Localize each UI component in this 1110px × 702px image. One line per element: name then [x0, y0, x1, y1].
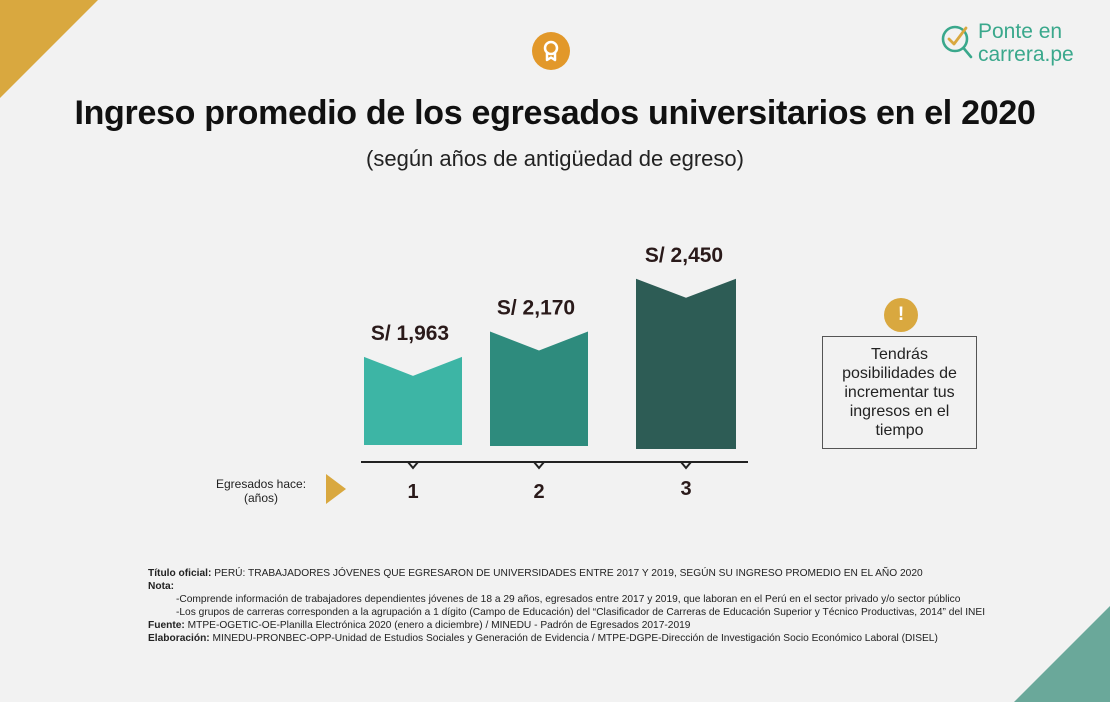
bar-2: [490, 331, 588, 446]
note-item: -Los grupos de carreras corresponden a l…: [176, 607, 986, 618]
corner-decoration-top-left: [0, 0, 98, 98]
exclamation-icon: !: [884, 298, 918, 332]
x-axis-label: Egresados hace: (años): [200, 477, 322, 505]
note-official-title: Título oficial: PERÚ: TRABAJADORES JÓVEN…: [148, 568, 923, 579]
x-axis-label-line1: Egresados hace:: [215, 477, 307, 491]
bar-value-label: S/ 2,170: [497, 297, 575, 320]
check-magnifier-icon: [941, 25, 973, 59]
x-tick-mark: [533, 461, 545, 470]
bar-chart: S/ 1,963 1 S/ 2,170 2 S/ 2,450 3: [361, 244, 748, 503]
x-tick-mark: [407, 461, 419, 470]
note-label: Nota:: [148, 581, 175, 592]
award-badge-icon: [532, 32, 570, 70]
x-tick-label: 3: [680, 478, 691, 500]
corner-decoration-bottom-right: [1014, 606, 1110, 702]
bar-1: [364, 356, 462, 445]
x-tick-label: 1: [407, 481, 418, 503]
note-source: Fuente: MTPE-OGETIC-OE-Planilla Electrón…: [148, 620, 691, 631]
logo-text-line1: Ponte en: [978, 20, 1063, 43]
x-axis-label-line2: (años): [243, 491, 278, 505]
bar-value-label: S/ 2,450: [645, 244, 723, 267]
note-elaboration: Elaboración: MINEDU-PRONBEC-OPP-Unidad d…: [148, 633, 938, 644]
footnotes: Título oficial: PERÚ: TRABAJADORES JÓVEN…: [148, 567, 1088, 645]
bar-3: [636, 278, 736, 449]
logo-text-line2: carrera.pe: [978, 43, 1074, 66]
x-tick-mark: [680, 461, 692, 470]
callout-text: Tendrás posibilidades de incrementar tus…: [842, 346, 957, 439]
callout-box: Tendrás posibilidades de incrementar tus…: [822, 336, 977, 449]
x-tick-label: 2: [533, 481, 544, 503]
play-arrow-icon: [326, 474, 346, 504]
chart-subtitle: (según años de antigüedad de egreso): [366, 146, 744, 171]
brand-logo[interactable]: Ponte en carrera.pe: [940, 20, 1100, 70]
chart-title: Ingreso promedio de los egresados univer…: [74, 94, 1036, 132]
bar-value-label: S/ 1,963: [371, 322, 449, 345]
note-item: -Comprende información de trabajadores d…: [176, 594, 961, 605]
